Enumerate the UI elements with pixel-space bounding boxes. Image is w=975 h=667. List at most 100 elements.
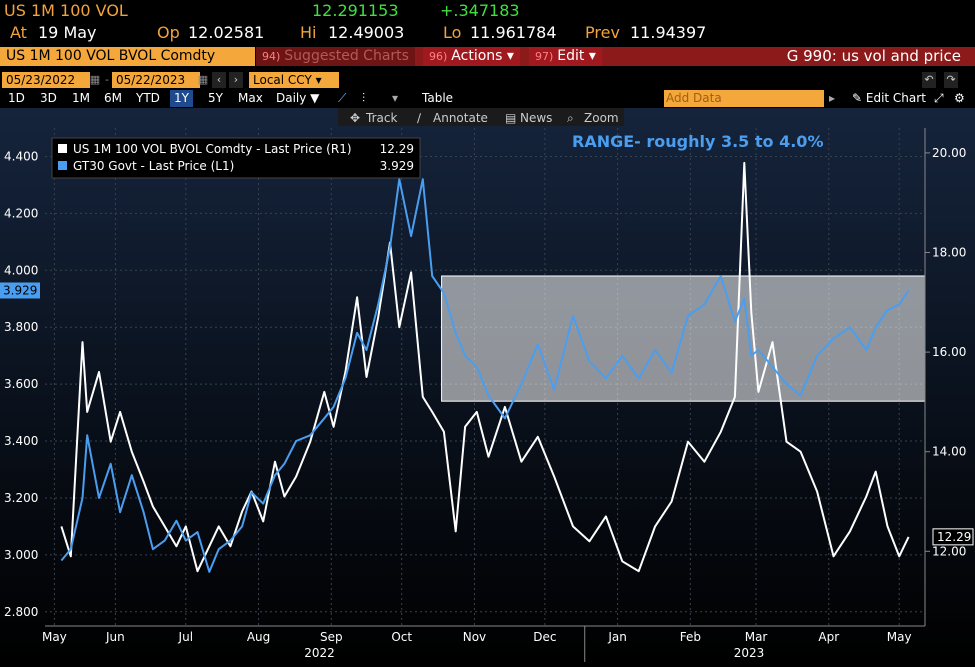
security-bar: US 1M 100 VOL BVOL Comdty 94) Suggested C… — [0, 45, 975, 67]
next-period-icon[interactable]: › — [229, 72, 243, 88]
line-chart-icon[interactable]: ⟋ — [338, 91, 347, 105]
dash-separator: - — [105, 73, 109, 86]
tool-zoom[interactable]: Zoom — [584, 111, 619, 125]
last-price: 12.291153 — [312, 1, 399, 20]
annotate-icon[interactable]: ∕ — [417, 111, 422, 125]
left-tick-label: 4.200 — [4, 206, 38, 220]
timeframe-3d[interactable]: 3D — [40, 91, 57, 105]
security-field[interactable]: US 1M 100 VOL BVOL Comdty — [0, 47, 255, 66]
price-change: +.347183 — [440, 1, 520, 20]
left-tick-label: 2.800 — [4, 605, 38, 619]
function-title: G 990: us vol and price — [786, 47, 961, 65]
series-line-vol — [60, 161, 910, 573]
year-label: 2023 — [734, 646, 765, 660]
timeframe-bar: 1D 3D 1M 6M YTD 1Y 5Y Max Daily ▼ ⟋ ⫶ ▾ … — [0, 89, 975, 108]
left-tick-label: 3.200 — [4, 491, 38, 505]
open-value: 12.02581 — [188, 23, 265, 42]
edit-chart-button[interactable]: ✎ Edit Chart — [852, 91, 926, 105]
calendar-end-icon[interactable]: ▦ — [197, 73, 209, 86]
x-tick-label: Jul — [178, 630, 193, 644]
timeframe-1y[interactable]: 1Y — [170, 90, 193, 107]
high-label: Hi — [300, 23, 317, 42]
series-line-gt30 — [60, 178, 910, 573]
grid — [45, 128, 925, 626]
open-label: Op — [157, 23, 180, 42]
legend-swatch-vol — [58, 144, 67, 153]
left-tick-label: 3.800 — [4, 320, 38, 334]
left-tick-label: 4.000 — [4, 263, 38, 277]
right-current-badge — [932, 528, 974, 546]
actions-menu[interactable]: 96) Actions ▾ — [423, 47, 520, 66]
right-tick-label: 12.00 — [932, 544, 966, 558]
tool-news[interactable]: News — [520, 111, 552, 125]
at-value: 19 May — [38, 23, 97, 42]
x-tick-label: Apr — [818, 630, 839, 644]
end-date-input[interactable]: 05/22/2023 — [112, 72, 200, 88]
x-tick-label: Jan — [607, 630, 627, 644]
left-current-label: 3.929 — [3, 283, 37, 297]
right-tick-label: 16.00 — [932, 345, 966, 359]
timeframe-1m[interactable]: 1M — [72, 91, 90, 105]
range-box — [441, 275, 926, 402]
add-data-input[interactable]: Add Data — [664, 90, 824, 107]
tool-track[interactable]: Track — [365, 111, 397, 125]
edit-menu[interactable]: 97) Edit ▾ — [529, 47, 602, 66]
legend-value-vol: 12.29 — [380, 142, 414, 156]
axes: 2.800 3.000 3.200 3.400 3.600 3.800 4.000 4.200… — [0, 128, 974, 662]
prev-period-icon[interactable]: ‹ — [212, 72, 226, 88]
legend-value-gt30: 3.929 — [380, 159, 414, 173]
bar-chart-icon[interactable]: ⫶ — [362, 91, 366, 105]
table-button[interactable]: Table — [422, 91, 454, 105]
left-tick-label: 3.400 — [4, 434, 38, 448]
x-tick-label: Mar — [745, 630, 768, 644]
timeframe-max[interactable]: Max — [238, 91, 263, 105]
chart-type-dropdown-icon[interactable]: ▾ — [392, 91, 399, 105]
redo-icon[interactable]: ↷ — [944, 72, 958, 88]
prev-label: Prev — [585, 23, 620, 42]
range-annotation: RANGE- roughly 3.5 to 4.0% — [572, 132, 823, 151]
legend-swatch-gt30 — [58, 161, 67, 170]
at-label: At — [10, 23, 27, 42]
timeframe-1d[interactable]: 1D — [8, 91, 25, 105]
ticker: US 1M 100 VOL — [4, 1, 128, 20]
chart-area[interactable]: 2.800 3.000 3.200 3.400 3.600 3.800 4.000 4.200… — [0, 108, 975, 663]
legend-label-gt30: GT30 Govt - Last Price (L1) — [73, 159, 234, 173]
left-tick-label: 3.000 — [4, 548, 38, 562]
timeframe-ytd[interactable]: YTD — [136, 91, 160, 105]
settings-icon[interactable]: ⤢ — [934, 91, 944, 105]
more-icon[interactable]: ⚙ — [954, 91, 965, 105]
timeframe-6m[interactable]: 6M — [104, 91, 122, 105]
left-current-badge — [0, 282, 40, 299]
x-tick-label: Dec — [533, 630, 556, 644]
chart-tools-bar — [338, 108, 624, 126]
timeframe-5y[interactable]: 5Y — [208, 91, 223, 105]
undo-icon[interactable]: ↶ — [922, 72, 936, 88]
right-current-label: 12.29 — [937, 530, 971, 544]
year-label: 2022 — [304, 646, 335, 660]
tool-annotate[interactable]: Annotate — [433, 111, 488, 125]
currency-select[interactable]: Local CCY ▾ — [249, 72, 339, 88]
news-icon[interactable]: ▤ — [505, 111, 516, 125]
left-tick-label: 4.400 — [4, 149, 38, 163]
ohlc-row: At 19 May Op 12.02581 Hi 12.49003 Lo 11.… — [0, 22, 975, 44]
x-tick-label: Sep — [320, 630, 343, 644]
prev-value: 11.94397 — [630, 23, 707, 42]
zoom-icon[interactable]: ⌕ — [567, 111, 574, 125]
x-tick-label: May — [42, 630, 67, 644]
frequency-select[interactable]: Daily ▼ — [276, 91, 320, 105]
left-tick-label: 3.600 — [4, 377, 38, 391]
start-date-input[interactable]: 05/23/2022 — [2, 72, 90, 88]
x-tick-label: Oct — [391, 630, 412, 644]
legend-label-vol: US 1M 100 VOL BVOL Comdty - Last Price (… — [73, 142, 352, 156]
x-tick-label: Feb — [680, 630, 701, 644]
right-tick-label: 14.00 — [932, 445, 966, 459]
track-icon[interactable]: ✥ — [350, 111, 360, 125]
right-tick-label: 18.00 — [932, 246, 966, 260]
calendar-start-icon[interactable]: ▦ — [89, 73, 101, 86]
low-value: 11.961784 — [470, 23, 557, 42]
add-data-dropdown-icon[interactable]: ▸ — [829, 91, 836, 105]
x-tick-label: Nov — [463, 630, 486, 644]
suggested-charts-button[interactable]: 94) Suggested Charts — [256, 47, 415, 66]
chart-svg[interactable]: 2.800 3.000 3.200 3.400 3.600 3.800 4.000 4.200… — [0, 108, 975, 663]
x-tick-label: May — [887, 630, 912, 644]
